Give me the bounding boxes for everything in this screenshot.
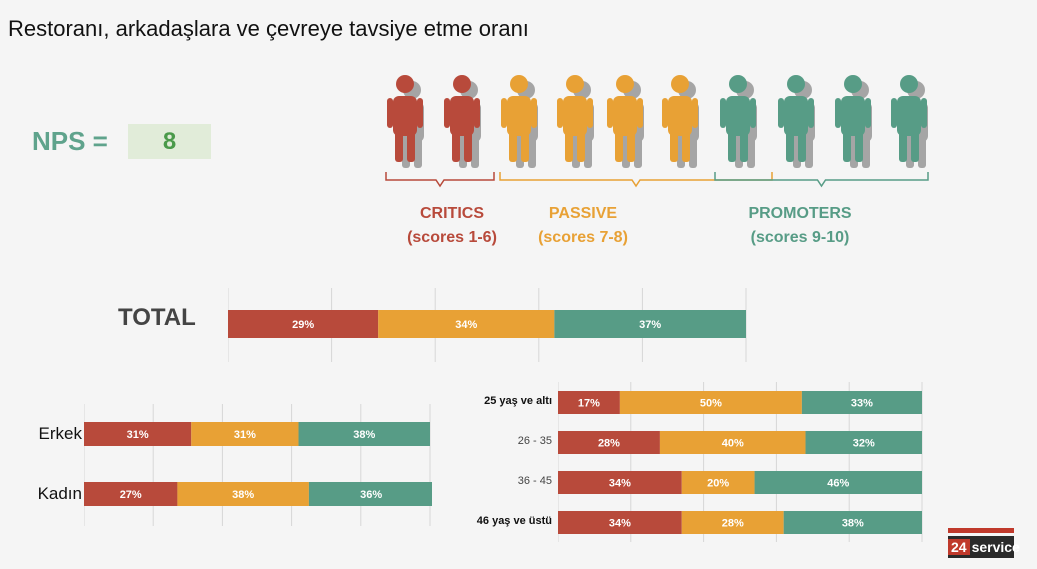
- total-label: TOTAL: [118, 304, 196, 331]
- bar-segment: [84, 422, 192, 446]
- data-label: 37%: [639, 319, 661, 331]
- data-label: 36%: [360, 489, 382, 501]
- age-label: 26 - 35: [517, 435, 552, 447]
- data-label: 27%: [120, 489, 142, 501]
- bar-segment: [805, 431, 922, 454]
- person-icon: [501, 75, 538, 168]
- page-title: Restoranı, arkadaşlara ve çevreye tavsiy…: [8, 16, 529, 41]
- person-icon: [778, 75, 815, 168]
- bar-segment: [783, 511, 922, 534]
- person-icon: [557, 75, 594, 168]
- segment-title-promoters: PROMOTERS (scores 9-10): [720, 202, 880, 250]
- gender-label: Erkek: [38, 424, 82, 443]
- logo-text: 24 service: [948, 536, 1020, 558]
- data-label: 46%: [827, 478, 849, 490]
- bar-segment: [378, 310, 555, 338]
- bar-segment: [558, 431, 660, 454]
- data-label: 28%: [598, 438, 620, 450]
- segment-title-critics: CRITICS (scores 1-6): [372, 202, 532, 250]
- data-label: 29%: [292, 319, 314, 331]
- bar-segment: [558, 471, 682, 494]
- segment-name: CRITICS: [420, 205, 484, 222]
- nps-value: 8: [128, 124, 211, 159]
- segment-scores: (scores 9-10): [750, 229, 850, 246]
- person-icon: [607, 75, 644, 168]
- data-label: 34%: [609, 478, 631, 490]
- segment-name: PASSIVE: [548, 205, 618, 222]
- segment-scores: (scores 7-8): [538, 229, 628, 246]
- people-icons: [387, 75, 928, 168]
- age-label: 46 yaş ve üstü: [476, 515, 552, 527]
- segment-brace: [385, 172, 495, 188]
- bar-segment: [558, 391, 620, 414]
- gender-label: Kadın: [37, 484, 82, 503]
- segment-title-passive: PASSIVE (scores 7-8): [503, 202, 663, 250]
- segment-name: PROMOTERS: [748, 205, 852, 222]
- bar-segment: [308, 482, 432, 506]
- data-label: 50%: [700, 398, 722, 410]
- bar-segment: [558, 511, 682, 534]
- segment-scores: (scores 1-6): [407, 229, 497, 246]
- data-label: 33%: [851, 398, 873, 410]
- person-icon: [835, 75, 872, 168]
- bar-segment: [554, 310, 746, 338]
- bar-segment: [801, 391, 922, 414]
- bar-segment: [681, 511, 784, 534]
- logo-bar: [948, 528, 1014, 533]
- brand-logo: 24 service: [948, 524, 1020, 560]
- data-label: 31%: [234, 429, 256, 441]
- bar-segment: [191, 422, 299, 446]
- person-icon: [387, 75, 424, 168]
- person-icon: [444, 75, 481, 168]
- bar-segment: [298, 422, 430, 446]
- age-label: 36 - 45: [517, 475, 552, 487]
- total-chart: 29% 34% 37%: [228, 288, 747, 362]
- data-label: 38%: [842, 518, 864, 530]
- bar-segment: [619, 391, 802, 414]
- age-label: 25 yaş ve altı: [484, 395, 552, 407]
- person-icon: [662, 75, 699, 168]
- data-label: 38%: [232, 489, 254, 501]
- age-chart: 17% 50% 33% 28% 40% 32% 34% 20% 46% 34% 28% 38%: [558, 382, 923, 542]
- data-label: 34%: [609, 518, 631, 530]
- segment-brace: [499, 172, 773, 188]
- data-label: 38%: [353, 429, 375, 441]
- data-label: 40%: [722, 438, 744, 450]
- gender-chart: 31% 31% 38% 27% 38% 36%: [84, 404, 432, 526]
- data-label: 31%: [127, 429, 149, 441]
- data-label: 28%: [722, 518, 744, 530]
- data-label: 34%: [455, 319, 477, 331]
- bar-segment: [84, 482, 178, 506]
- bar-segment: [228, 310, 379, 338]
- nps-label: NPS =: [32, 126, 108, 156]
- bar-segment: [177, 482, 309, 506]
- person-icon: [720, 75, 757, 168]
- data-label: 20%: [707, 478, 729, 490]
- data-label: 32%: [853, 438, 875, 450]
- bar-segment: [754, 471, 922, 494]
- data-label: 17%: [578, 398, 600, 410]
- person-icon: [891, 75, 928, 168]
- segment-braces: [385, 172, 929, 188]
- segment-brace: [714, 172, 929, 188]
- bar-segment: [659, 431, 806, 454]
- bar-segment: [681, 471, 755, 494]
